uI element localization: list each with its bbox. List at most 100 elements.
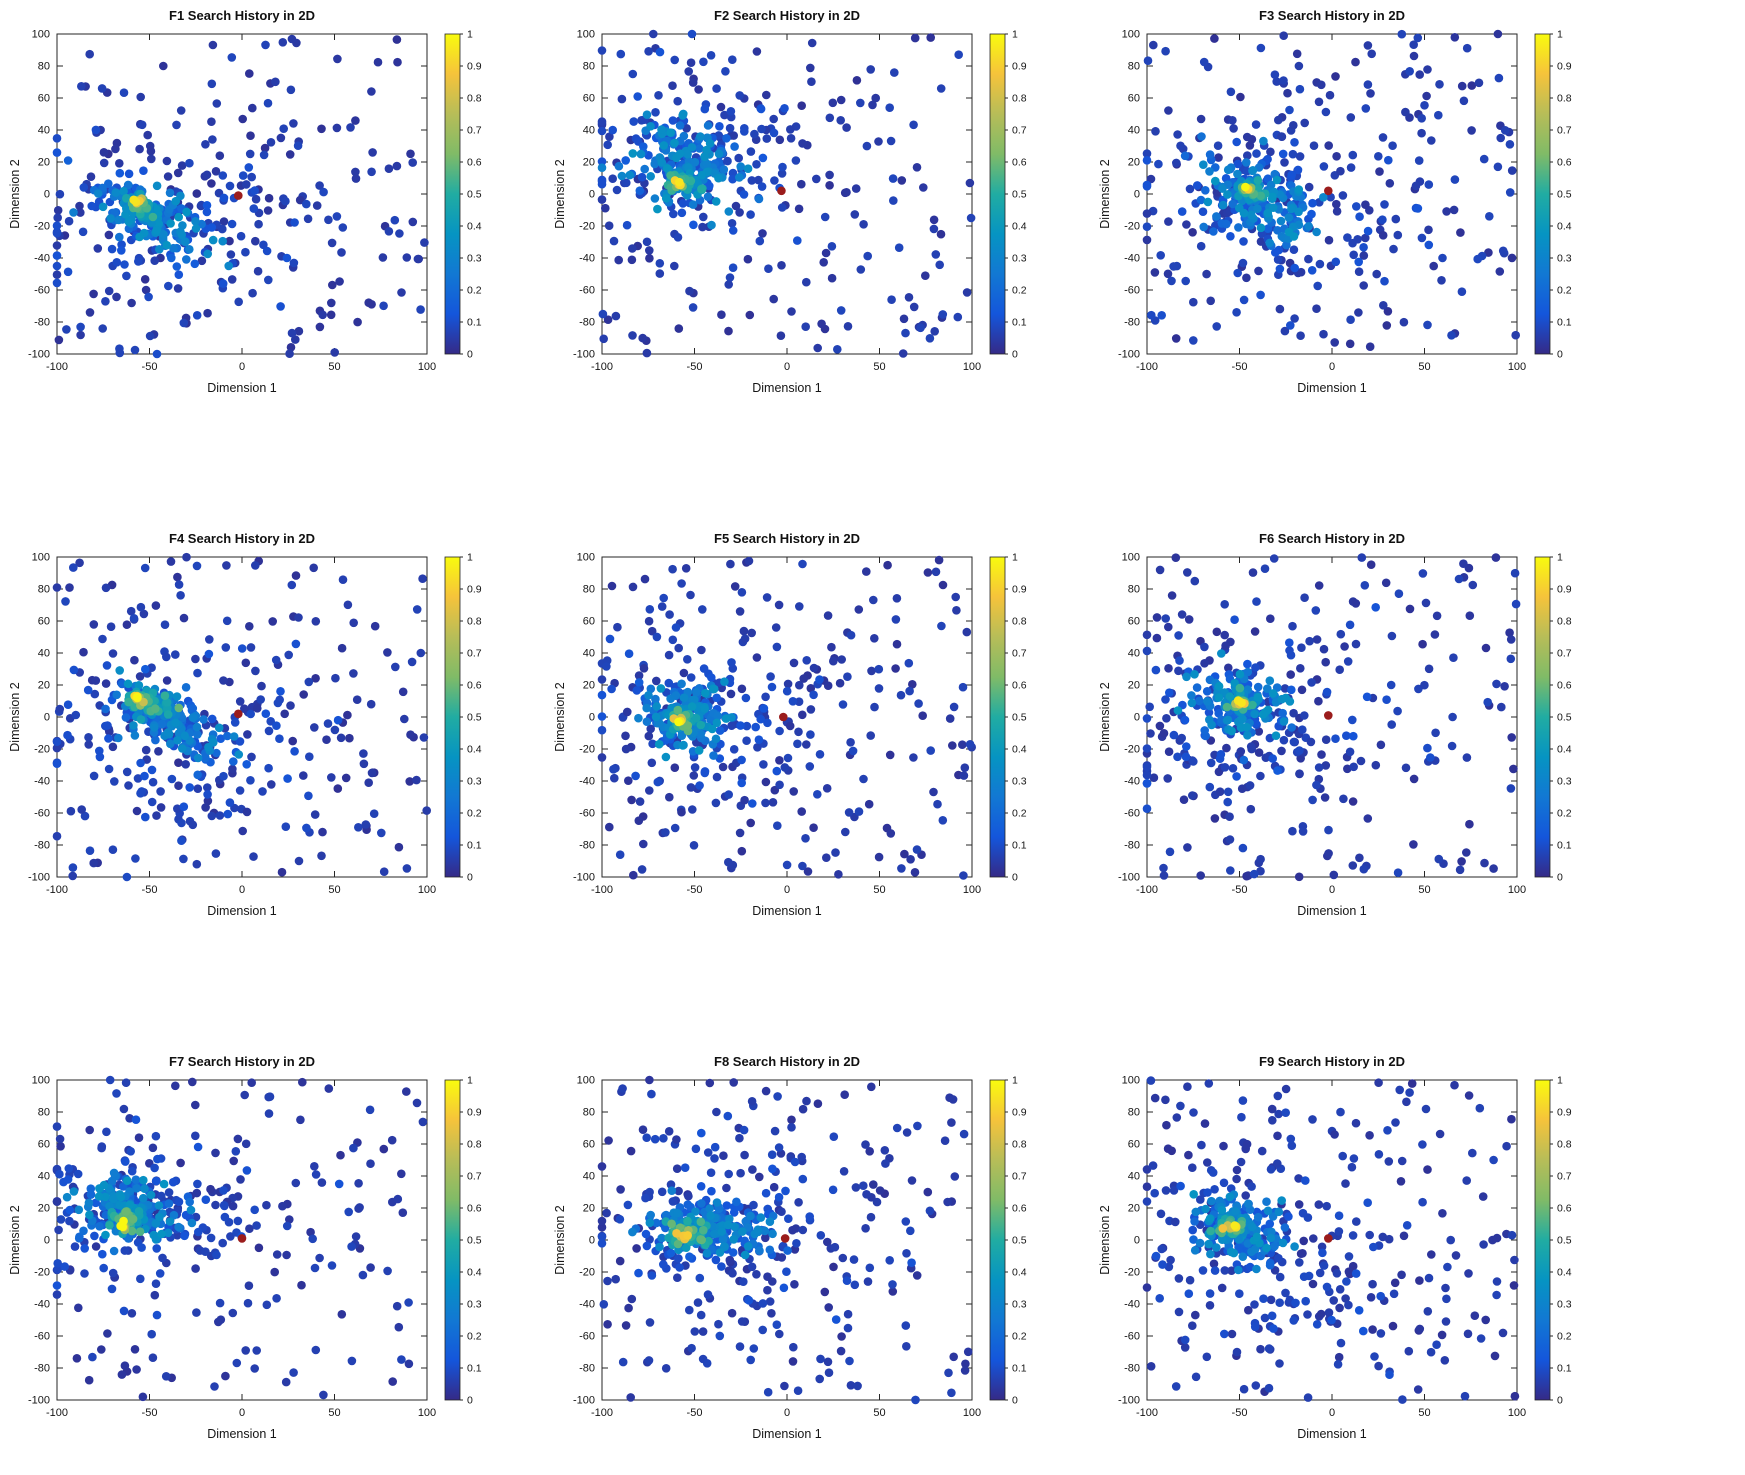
svg-text:-100: -100 — [573, 349, 595, 361]
svg-text:0.9: 0.9 — [1012, 61, 1027, 73]
svg-text:50: 50 — [328, 1407, 340, 1419]
axis-labels: -100 -50 0 50 100 -100 -80 -60 -40 -20 0 20 40 60 80 10… — [8, 29, 436, 396]
svg-text:1: 1 — [1012, 29, 1018, 41]
x-axis-label: Dimension 1 — [207, 904, 277, 918]
svg-text:-100: -100 — [28, 1395, 50, 1407]
svg-text:0: 0 — [467, 1395, 473, 1407]
svg-text:60: 60 — [583, 93, 595, 105]
svg-text:-100: -100 — [46, 884, 68, 896]
svg-text:-100: -100 — [1136, 884, 1158, 896]
svg-text:1: 1 — [467, 29, 473, 41]
svg-text:0.5: 0.5 — [467, 1235, 482, 1247]
svg-text:40: 40 — [583, 125, 595, 137]
plot-title-f5: F5 Search History in 2D — [714, 531, 860, 546]
svg-text:50: 50 — [328, 884, 340, 896]
y-axis-label: Dimension 2 — [553, 682, 567, 752]
svg-text:0.4: 0.4 — [1012, 221, 1027, 233]
scatter-points — [1142, 553, 1521, 882]
svg-text:-100: -100 — [591, 884, 613, 896]
colorbar: 0 0.1 0.2 0.3 0.4 0.5 0.6 0.7 0.8 0.9 1 — [989, 1075, 1027, 1407]
svg-text:0.7: 0.7 — [467, 1171, 482, 1183]
svg-text:100: 100 — [963, 1407, 981, 1419]
svg-text:-60: -60 — [579, 1331, 595, 1343]
axis-labels: -100 -50 0 50 100 -100 -80 -60 -40 -20 0 20 40 60 80 10… — [1098, 552, 1526, 919]
svg-text:-60: -60 — [579, 808, 595, 820]
svg-text:80: 80 — [583, 584, 595, 596]
svg-text:100: 100 — [32, 29, 50, 41]
subplot-f5: F5 Search History in 2D -100 -50 0 50 100 -10… — [547, 529, 1092, 934]
svg-text:0.1: 0.1 — [467, 317, 482, 329]
svg-text:100: 100 — [963, 361, 981, 373]
svg-text:0.3: 0.3 — [467, 253, 482, 265]
svg-text:-50: -50 — [1232, 884, 1248, 896]
svg-text:-60: -60 — [1124, 285, 1140, 297]
svg-text:0.5: 0.5 — [467, 189, 482, 201]
svg-text:20: 20 — [583, 680, 595, 692]
svg-text:-40: -40 — [1124, 253, 1140, 265]
svg-text:-100: -100 — [46, 1407, 68, 1419]
y-axis-label: Dimension 2 — [1098, 682, 1112, 752]
plot-title-f8: F8 Search History in 2D — [714, 1054, 860, 1069]
svg-text:0.5: 0.5 — [1012, 1235, 1027, 1247]
svg-text:-20: -20 — [1124, 221, 1140, 233]
svg-text:100: 100 — [577, 29, 595, 41]
svg-text:0.4: 0.4 — [1012, 1267, 1027, 1279]
scatter-plot-f9: -100 -50 0 50 100-100-80-60-40-2002040608010… — [1098, 1075, 1572, 1442]
svg-text:0: 0 — [1134, 189, 1140, 201]
scatter-points — [597, 555, 976, 880]
svg-text:-50: -50 — [687, 361, 703, 373]
plot-title-f2: F2 Search History in 2D — [714, 8, 860, 23]
scatter-plot-f2: -100 -50 0 50 100-100-80-60-40-2002040608010… — [553, 29, 1027, 396]
svg-text:-100: -100 — [28, 872, 50, 884]
svg-text:0.8: 0.8 — [1557, 93, 1572, 105]
svg-text:1: 1 — [1557, 29, 1563, 41]
svg-text:100: 100 — [1508, 361, 1526, 373]
svg-text:0.3: 0.3 — [1557, 776, 1572, 788]
svg-text:0.2: 0.2 — [1012, 808, 1027, 820]
svg-text:0.7: 0.7 — [467, 125, 482, 137]
svg-text:0.5: 0.5 — [1012, 189, 1027, 201]
svg-text:-100: -100 — [573, 1395, 595, 1407]
svg-text:0.8: 0.8 — [467, 1139, 482, 1151]
svg-text:0.2: 0.2 — [467, 285, 482, 297]
scatter-plot-f8: -100 -50 0 50 100-100-80-60-40-2002040608010… — [553, 1075, 1027, 1442]
svg-text:0.1: 0.1 — [1557, 840, 1572, 852]
svg-text:-100: -100 — [1118, 349, 1140, 361]
svg-text:0.6: 0.6 — [1557, 680, 1572, 692]
svg-text:0.6: 0.6 — [467, 157, 482, 169]
x-axis-label: Dimension 1 — [752, 381, 822, 395]
svg-text:0: 0 — [239, 884, 245, 896]
svg-text:0: 0 — [784, 1407, 790, 1419]
svg-text:0: 0 — [1329, 884, 1335, 896]
svg-text:0.3: 0.3 — [1012, 253, 1027, 265]
colorbar: 0 0.1 0.2 0.3 0.4 0.5 0.6 0.7 0.8 0.9 1 — [1534, 29, 1572, 361]
reference-point — [1324, 711, 1333, 720]
svg-text:-20: -20 — [34, 744, 50, 756]
svg-text:-50: -50 — [687, 884, 703, 896]
svg-text:20: 20 — [38, 157, 50, 169]
scatter-points — [597, 1075, 973, 1405]
reference-point — [777, 186, 786, 196]
svg-text:40: 40 — [38, 648, 50, 660]
svg-text:1: 1 — [1012, 1075, 1018, 1087]
scatter-plot-f6: -100 -50 0 50 100-100-80-60-40-2002040608010… — [1098, 552, 1572, 919]
scatter-points — [1142, 1076, 1520, 1404]
svg-text:0.2: 0.2 — [1012, 1331, 1027, 1343]
svg-text:40: 40 — [38, 1171, 50, 1183]
subplot-f6: F6 Search History in 2D -100 -50 0 50 100 -10… — [1092, 529, 1637, 934]
svg-text:0.1: 0.1 — [1012, 1363, 1027, 1375]
svg-text:0.5: 0.5 — [467, 712, 482, 724]
subplot-f1: F1 Search History in 2D -100 -50 0 50 100 -10… — [2, 6, 547, 411]
svg-text:0.2: 0.2 — [467, 1331, 482, 1343]
svg-text:0: 0 — [239, 1407, 245, 1419]
svg-text:-20: -20 — [34, 221, 50, 233]
svg-text:0.7: 0.7 — [1557, 648, 1572, 660]
plot-title-f1: F1 Search History in 2D — [169, 8, 315, 23]
svg-text:60: 60 — [38, 616, 50, 628]
svg-text:0: 0 — [467, 872, 473, 884]
svg-text:0: 0 — [1557, 872, 1563, 884]
svg-text:0.8: 0.8 — [1012, 93, 1027, 105]
colorbar: 0 0.1 0.2 0.3 0.4 0.5 0.6 0.7 0.8 0.9 1 — [444, 1075, 482, 1407]
svg-text:-40: -40 — [34, 776, 50, 788]
